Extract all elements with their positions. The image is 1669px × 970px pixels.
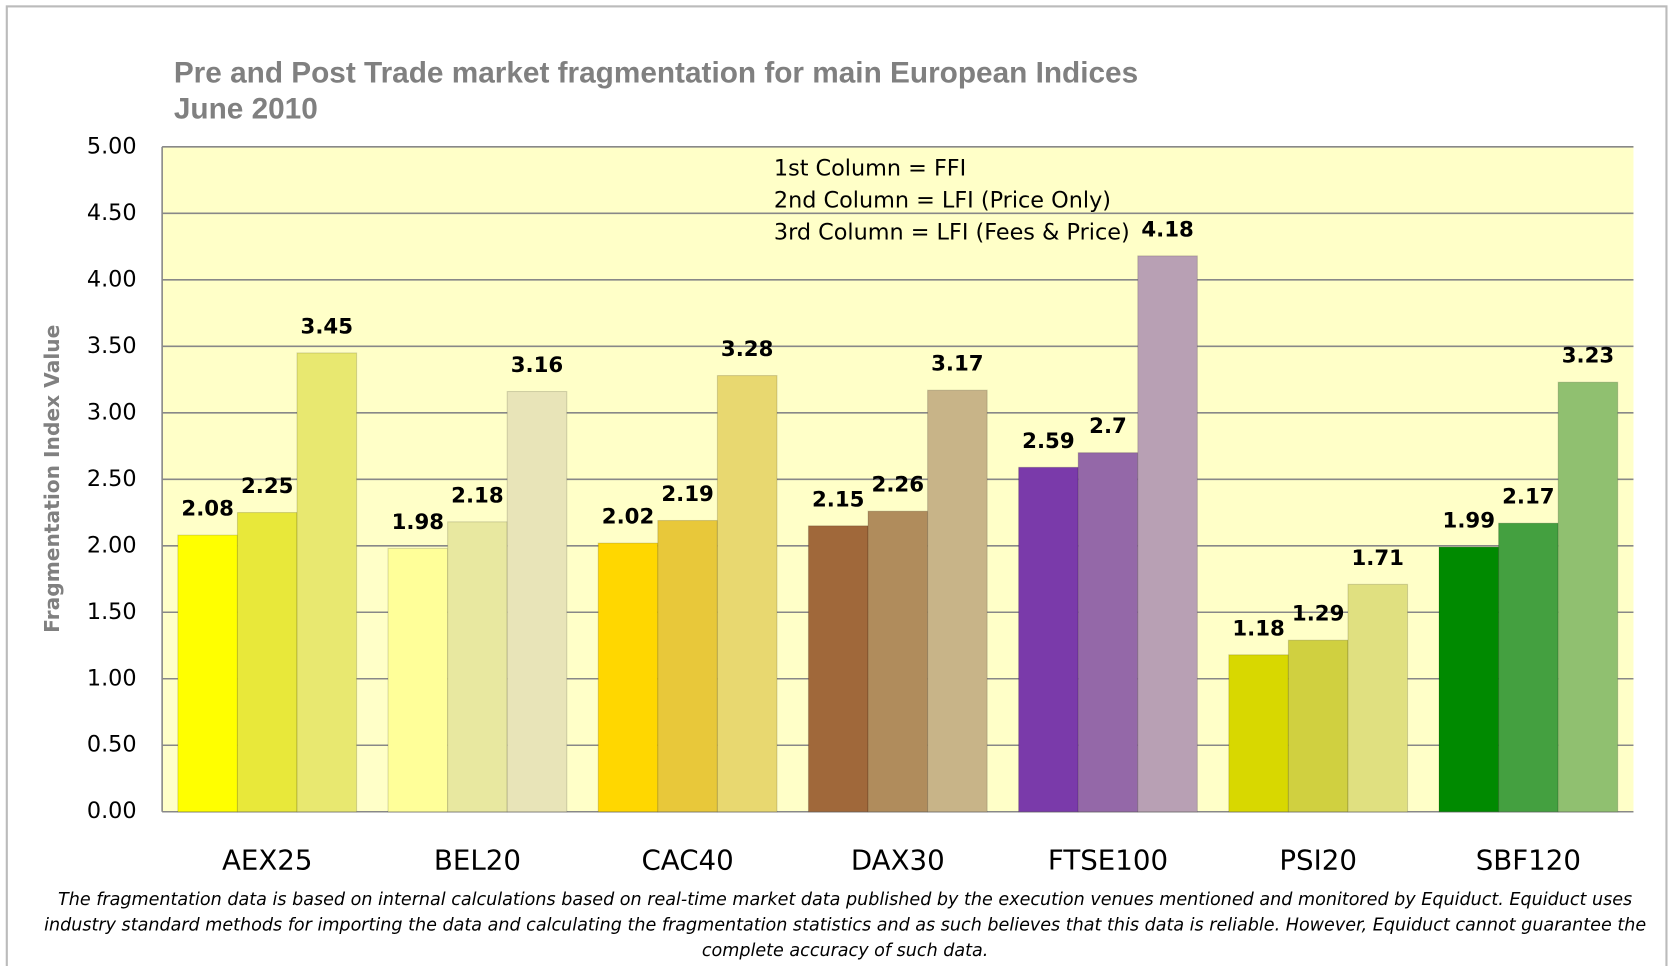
x-tick-label: FTSE100	[1048, 844, 1168, 877]
footnote: complete accuracy of such data.	[702, 941, 988, 961]
bar	[927, 389, 988, 813]
bar	[657, 519, 718, 813]
data-label: 1.71	[1352, 546, 1404, 571]
data-label: 3.23	[1562, 344, 1614, 369]
footnote: The fragmentation data is based on inter…	[58, 890, 1632, 910]
data-label: 1.98	[392, 510, 444, 535]
chart-subtitle: June 2010	[174, 93, 318, 126]
bar	[597, 542, 659, 813]
bar	[867, 510, 929, 813]
annotation: 2nd Column = LFI (Price Only)	[774, 188, 1111, 214]
y-tick-label: 4.50	[87, 200, 137, 226]
bar	[1077, 452, 1139, 813]
data-label: 2.25	[241, 474, 293, 499]
bar	[1228, 654, 1289, 813]
annotation: 3rd Column = LFI (Fees & Price)	[774, 219, 1130, 245]
bar	[1287, 639, 1349, 813]
data-label: 4.18	[1141, 217, 1193, 242]
x-tick-label: PSI20	[1279, 844, 1357, 877]
data-label: 2.17	[1502, 485, 1554, 510]
y-tick-label: 0.00	[87, 798, 137, 824]
data-label: 2.26	[872, 473, 924, 498]
y-tick-label: 1.00	[87, 665, 137, 691]
bar	[716, 375, 778, 813]
y-tick-label: 1.50	[87, 599, 137, 625]
data-label: 3.17	[931, 352, 983, 377]
bar	[296, 352, 358, 813]
data-label: 2.18	[451, 483, 503, 508]
x-tick-label: SBF120	[1476, 844, 1581, 877]
data-label: 2.7	[1089, 414, 1127, 439]
bar	[236, 511, 298, 813]
y-tick-label: 2.00	[87, 532, 137, 558]
x-tick-label: CAC40	[641, 844, 733, 877]
data-label: 3.16	[511, 353, 563, 378]
bar	[1137, 255, 1198, 813]
data-label: 3.45	[301, 314, 353, 339]
chart-title: Pre and Post Trade market fragmentation …	[174, 56, 1138, 89]
bar	[1347, 583, 1409, 813]
bar	[807, 525, 869, 813]
y-axis-label: Fragmentation Index Value	[40, 325, 64, 633]
data-label: 2.15	[812, 487, 864, 512]
bar	[447, 521, 508, 813]
bar	[1557, 381, 1619, 813]
bar	[1438, 546, 1500, 813]
bar	[177, 534, 238, 813]
annotation: 1st Column = FFI	[774, 156, 966, 182]
data-label: 1.99	[1443, 509, 1495, 534]
bar	[1498, 522, 1559, 813]
y-tick-label: 5.00	[87, 133, 137, 159]
data-label: 2.19	[661, 482, 713, 507]
y-tick-label: 4.00	[87, 266, 137, 292]
data-label: 2.08	[181, 497, 233, 522]
y-tick-label: 0.50	[87, 732, 137, 758]
bar	[387, 547, 449, 813]
data-label: 2.59	[1022, 429, 1074, 454]
x-tick-label: BEL20	[434, 844, 521, 877]
data-label: 2.02	[602, 505, 654, 530]
y-tick-label: 2.50	[87, 466, 137, 492]
x-tick-label: DAX30	[851, 844, 945, 877]
bar	[1018, 466, 1079, 813]
data-label: 1.18	[1232, 616, 1284, 641]
data-label: 1.29	[1292, 602, 1344, 627]
y-tick-label: 3.00	[87, 399, 137, 425]
bar	[506, 390, 568, 813]
data-label: 3.28	[721, 337, 773, 362]
footnote: industry standard methods for importing …	[44, 916, 1646, 936]
x-tick-label: AEX25	[222, 844, 313, 877]
y-tick-label: 3.50	[87, 333, 137, 359]
